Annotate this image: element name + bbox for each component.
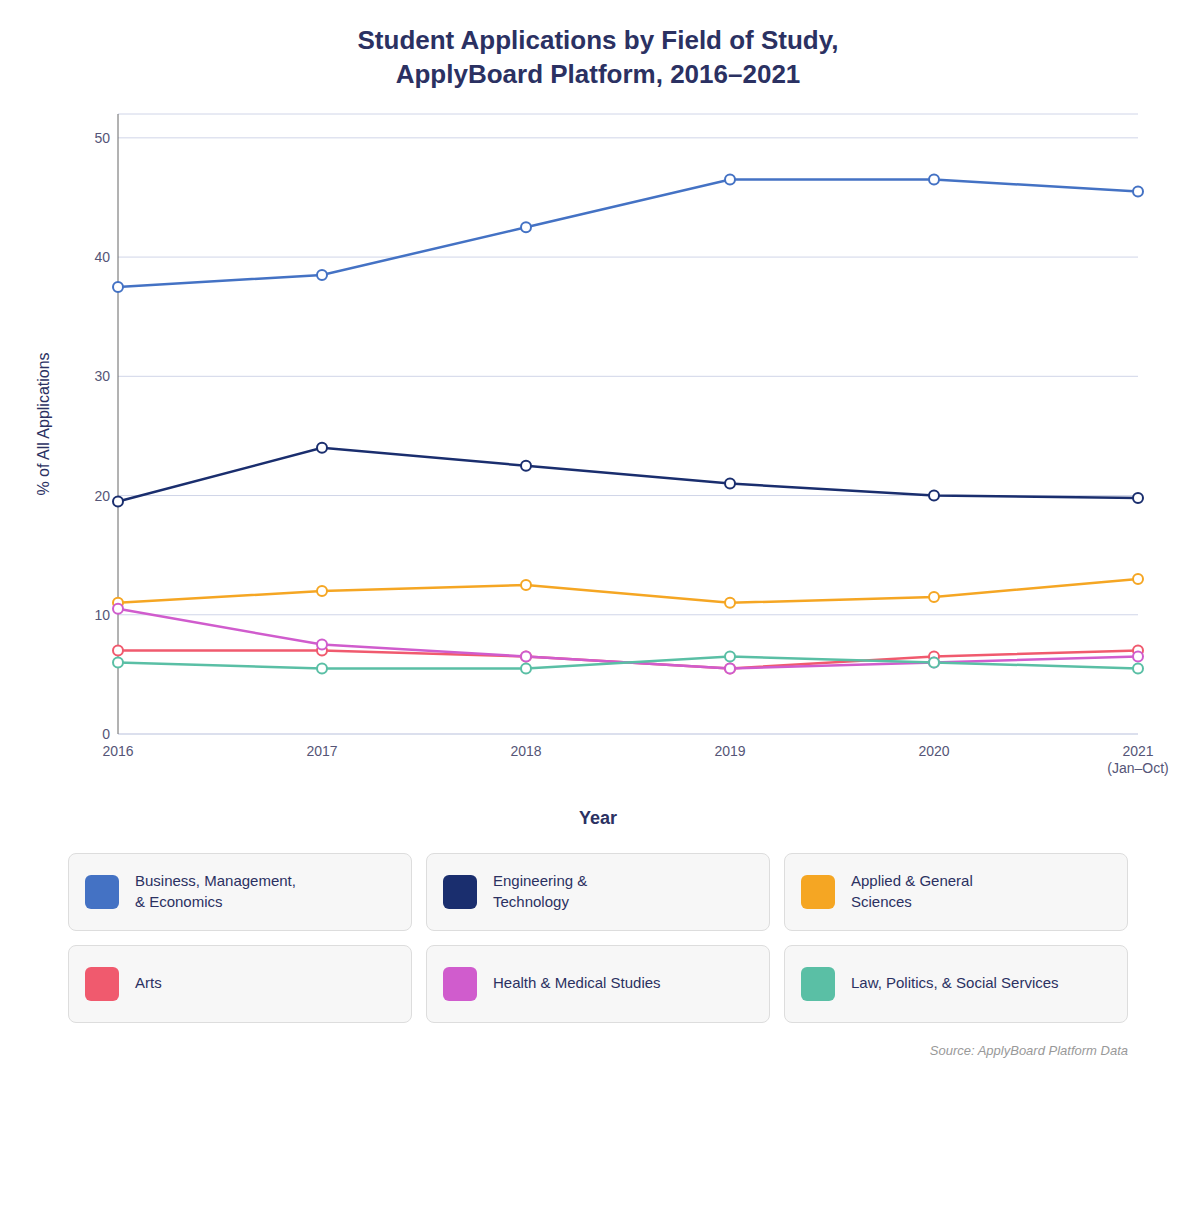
html-text:Business, Management, & Econom: Business, Management, & Economics: [135, 872, 296, 910]
html-text:Law, Politics, & Social Servic: Law, Politics, & Social Services: [851, 974, 1059, 992]
svg-text:10: 10: [94, 606, 110, 622]
svg-text:50: 50: [94, 129, 110, 145]
html-text:Student Applications by Field: Student Applications by Field of Study, …: [357, 25, 839, 89]
html-text:Year: Year: [579, 807, 617, 828]
svg-text:30: 30: [94, 368, 110, 384]
svg-text:40: 40: [94, 249, 110, 265]
svg-text:2020: 2020: [918, 743, 949, 759]
html-text:Source: ApplyBoard Platform Da: Source: ApplyBoard Platform Data: [929, 1042, 1128, 1058]
svg-text:0: 0: [102, 726, 110, 742]
svg-text:2018: 2018: [510, 743, 541, 759]
html-text:Applied & General Sciences: Applied & General Sciences: [851, 872, 973, 910]
html-text:Arts: Arts: [135, 974, 162, 992]
svg-text:2017: 2017: [306, 743, 337, 759]
svg-text:20: 20: [94, 487, 110, 503]
svg-text:% of All Applications: % of All Applications: [35, 352, 52, 495]
svg-text:2019: 2019: [714, 743, 745, 759]
svg-text:2021(Jan–Oct): 2021(Jan–Oct): [1107, 743, 1168, 776]
html-text:Health & Medical Studies: Health & Medical Studies: [493, 974, 661, 992]
html-text:Engineering & Technology: Engineering & Technology: [493, 872, 588, 910]
svg-text:2016: 2016: [102, 743, 133, 759]
